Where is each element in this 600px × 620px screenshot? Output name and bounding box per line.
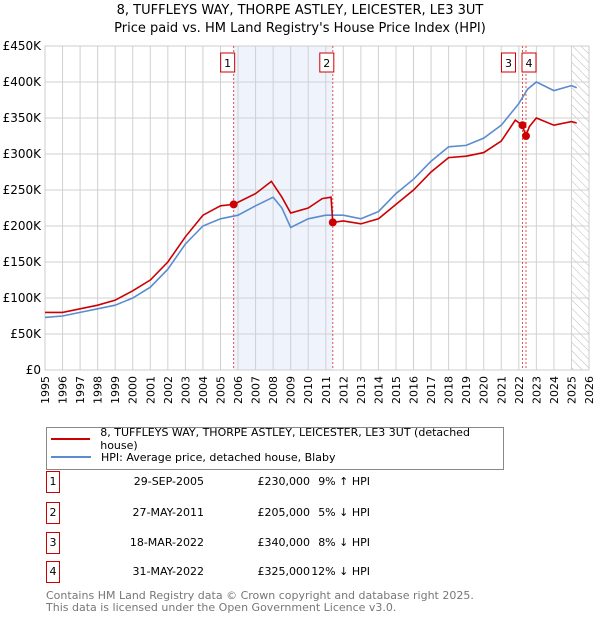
- x-tick-label: 2017: [425, 376, 438, 404]
- x-tick-label: 2005: [214, 376, 227, 404]
- subtitle-line: Price paid vs. HM Land Registry's House …: [114, 21, 486, 36]
- x-tick-label: 2010: [302, 376, 315, 404]
- x-tick-label: 2013: [355, 376, 368, 404]
- sale-date: 29-SEP-2005: [133, 475, 204, 488]
- x-tick-label: 1999: [109, 376, 122, 404]
- y-tick-label: £0: [26, 363, 41, 377]
- legend-label: HPI: Average price, detached house, Blab…: [101, 450, 336, 464]
- price-chart: 1995 1996 1997 1998 1999 2000 2001 2002 2003 2004…: [3, 39, 596, 404]
- sale-point: [522, 132, 531, 140]
- footer-line: This data is licensed under the Open Gov…: [46, 601, 397, 614]
- footer-text: Contains HM Land Registry data © Crown c…: [46, 590, 474, 614]
- sale-label: 2: [323, 57, 330, 70]
- x-tick-label: 2024: [548, 376, 561, 404]
- x-tick-label: 2018: [443, 376, 456, 404]
- sale-hpi: 5% ↓ HPI: [318, 506, 370, 519]
- y-tick-label: £200K: [3, 219, 43, 233]
- x-tick-label: 2023: [530, 376, 543, 404]
- legend-swatch-blue: [51, 456, 91, 458]
- series-line: [44, 81, 578, 319]
- x-tick-label: 2016: [408, 376, 421, 404]
- sale-point: [518, 121, 527, 130]
- y-tick-label: £300K: [3, 147, 43, 161]
- x-tick-label: 1995: [39, 376, 52, 404]
- y-tick-label: £100K: [3, 291, 43, 305]
- x-tick-label: 2006: [232, 376, 245, 404]
- y-tick-label: £150K: [3, 255, 43, 269]
- y-tick-label: £450K: [3, 39, 43, 53]
- x-tick-label: 2019: [460, 376, 473, 404]
- x-tick-label: 2009: [285, 376, 298, 404]
- sale-date: 31-MAY-2022: [132, 565, 204, 578]
- sale-point: [229, 200, 238, 209]
- sale-row: 4 31-MAY-2022 £325,000 12% ↓ HPI: [46, 561, 446, 583]
- sale-label: 1: [224, 57, 231, 70]
- sale-price: £325,000: [257, 565, 311, 578]
- x-tick-label: 2008: [267, 376, 280, 404]
- x-tick-label: 2025: [565, 376, 578, 404]
- legend-item-hpi: HPI: Average price, detached house, Blab…: [51, 448, 335, 466]
- x-tick-label: 2022: [513, 376, 526, 404]
- x-tick-label: 2021: [495, 376, 508, 404]
- sale-number: 2: [46, 502, 60, 524]
- sale-number: 4: [46, 561, 60, 583]
- x-tick-label: 2011: [320, 376, 333, 404]
- sale-hpi: 12% ↓ HPI: [311, 565, 370, 578]
- title-line: 8, TUFFLEYS WAY, THORPE ASTLEY, LEICESTE…: [116, 3, 484, 18]
- x-tick-label: 1997: [74, 376, 87, 404]
- sale-label: 4: [526, 57, 533, 70]
- y-tick-label: £50K: [10, 327, 42, 341]
- sale-hpi: 8% ↓ HPI: [318, 536, 370, 549]
- sale-price: £230,000: [257, 475, 311, 488]
- sale-label-box: [500, 52, 516, 73]
- legend-item-property: 8, TUFFLEYS WAY, THORPE ASTLEY, LEICESTE…: [51, 426, 503, 452]
- sale-price: £205,000: [257, 506, 311, 519]
- forecast-hatch: [571, 46, 589, 370]
- x-tick-label: 2000: [127, 376, 140, 404]
- x-tick-label: 2015: [390, 376, 403, 404]
- sale-row: 2 27-MAY-2011 £205,000 5% ↓ HPI: [46, 502, 446, 524]
- sale-number: 1: [46, 471, 60, 493]
- y-tick-label: £250K: [3, 183, 43, 197]
- sale-hpi: 9% ↑ HPI: [318, 475, 370, 488]
- x-tick-label: 1996: [57, 376, 70, 404]
- legend-swatch-red: [51, 438, 91, 440]
- plot-frame: [44, 45, 590, 371]
- sale-point: [328, 218, 337, 227]
- x-tick-label: 2004: [197, 376, 210, 404]
- sale-row: 1 29-SEP-2005 £230,000 9% ↑ HPI: [46, 471, 446, 493]
- legend: 8, TUFFLEYS WAY, THORPE ASTLEY, LEICESTE…: [46, 426, 504, 470]
- x-tick-label: 2014: [372, 376, 385, 404]
- x-tick-label: 2001: [144, 376, 157, 404]
- sale-date: 27-MAY-2011: [132, 506, 204, 519]
- sale-price: £340,000: [257, 536, 311, 549]
- sale-label-box: [319, 52, 335, 73]
- x-tick-label: 2003: [179, 376, 192, 404]
- footer-line: Contains HM Land Registry data © Crown c…: [46, 589, 474, 602]
- chart-title: 8, TUFFLEYS WAY, THORPE ASTLEY, LEICESTE…: [0, 2, 600, 38]
- sale-label: 3: [505, 57, 512, 70]
- x-tick-label: 2026: [583, 376, 596, 404]
- x-tick-label: 2020: [478, 376, 491, 404]
- sale-label-box: [220, 52, 236, 73]
- sale-date: 18-MAR-2022: [129, 536, 204, 549]
- sale-number: 3: [46, 532, 60, 554]
- x-tick-label: 2002: [162, 376, 175, 404]
- legend-label: 8, TUFFLEYS WAY, THORPE ASTLEY, LEICESTE…: [100, 426, 470, 452]
- shaded-period: [233, 46, 333, 370]
- x-tick-label: 2007: [250, 376, 263, 404]
- x-tick-label: 2012: [337, 376, 350, 404]
- sale-label-box: [521, 52, 537, 73]
- y-tick-label: £350K: [3, 111, 43, 125]
- x-tick-label: 1998: [92, 376, 105, 404]
- sale-row: 3 18-MAR-2022 £340,000 8% ↓ HPI: [46, 532, 446, 554]
- y-tick-label: £400K: [3, 75, 43, 89]
